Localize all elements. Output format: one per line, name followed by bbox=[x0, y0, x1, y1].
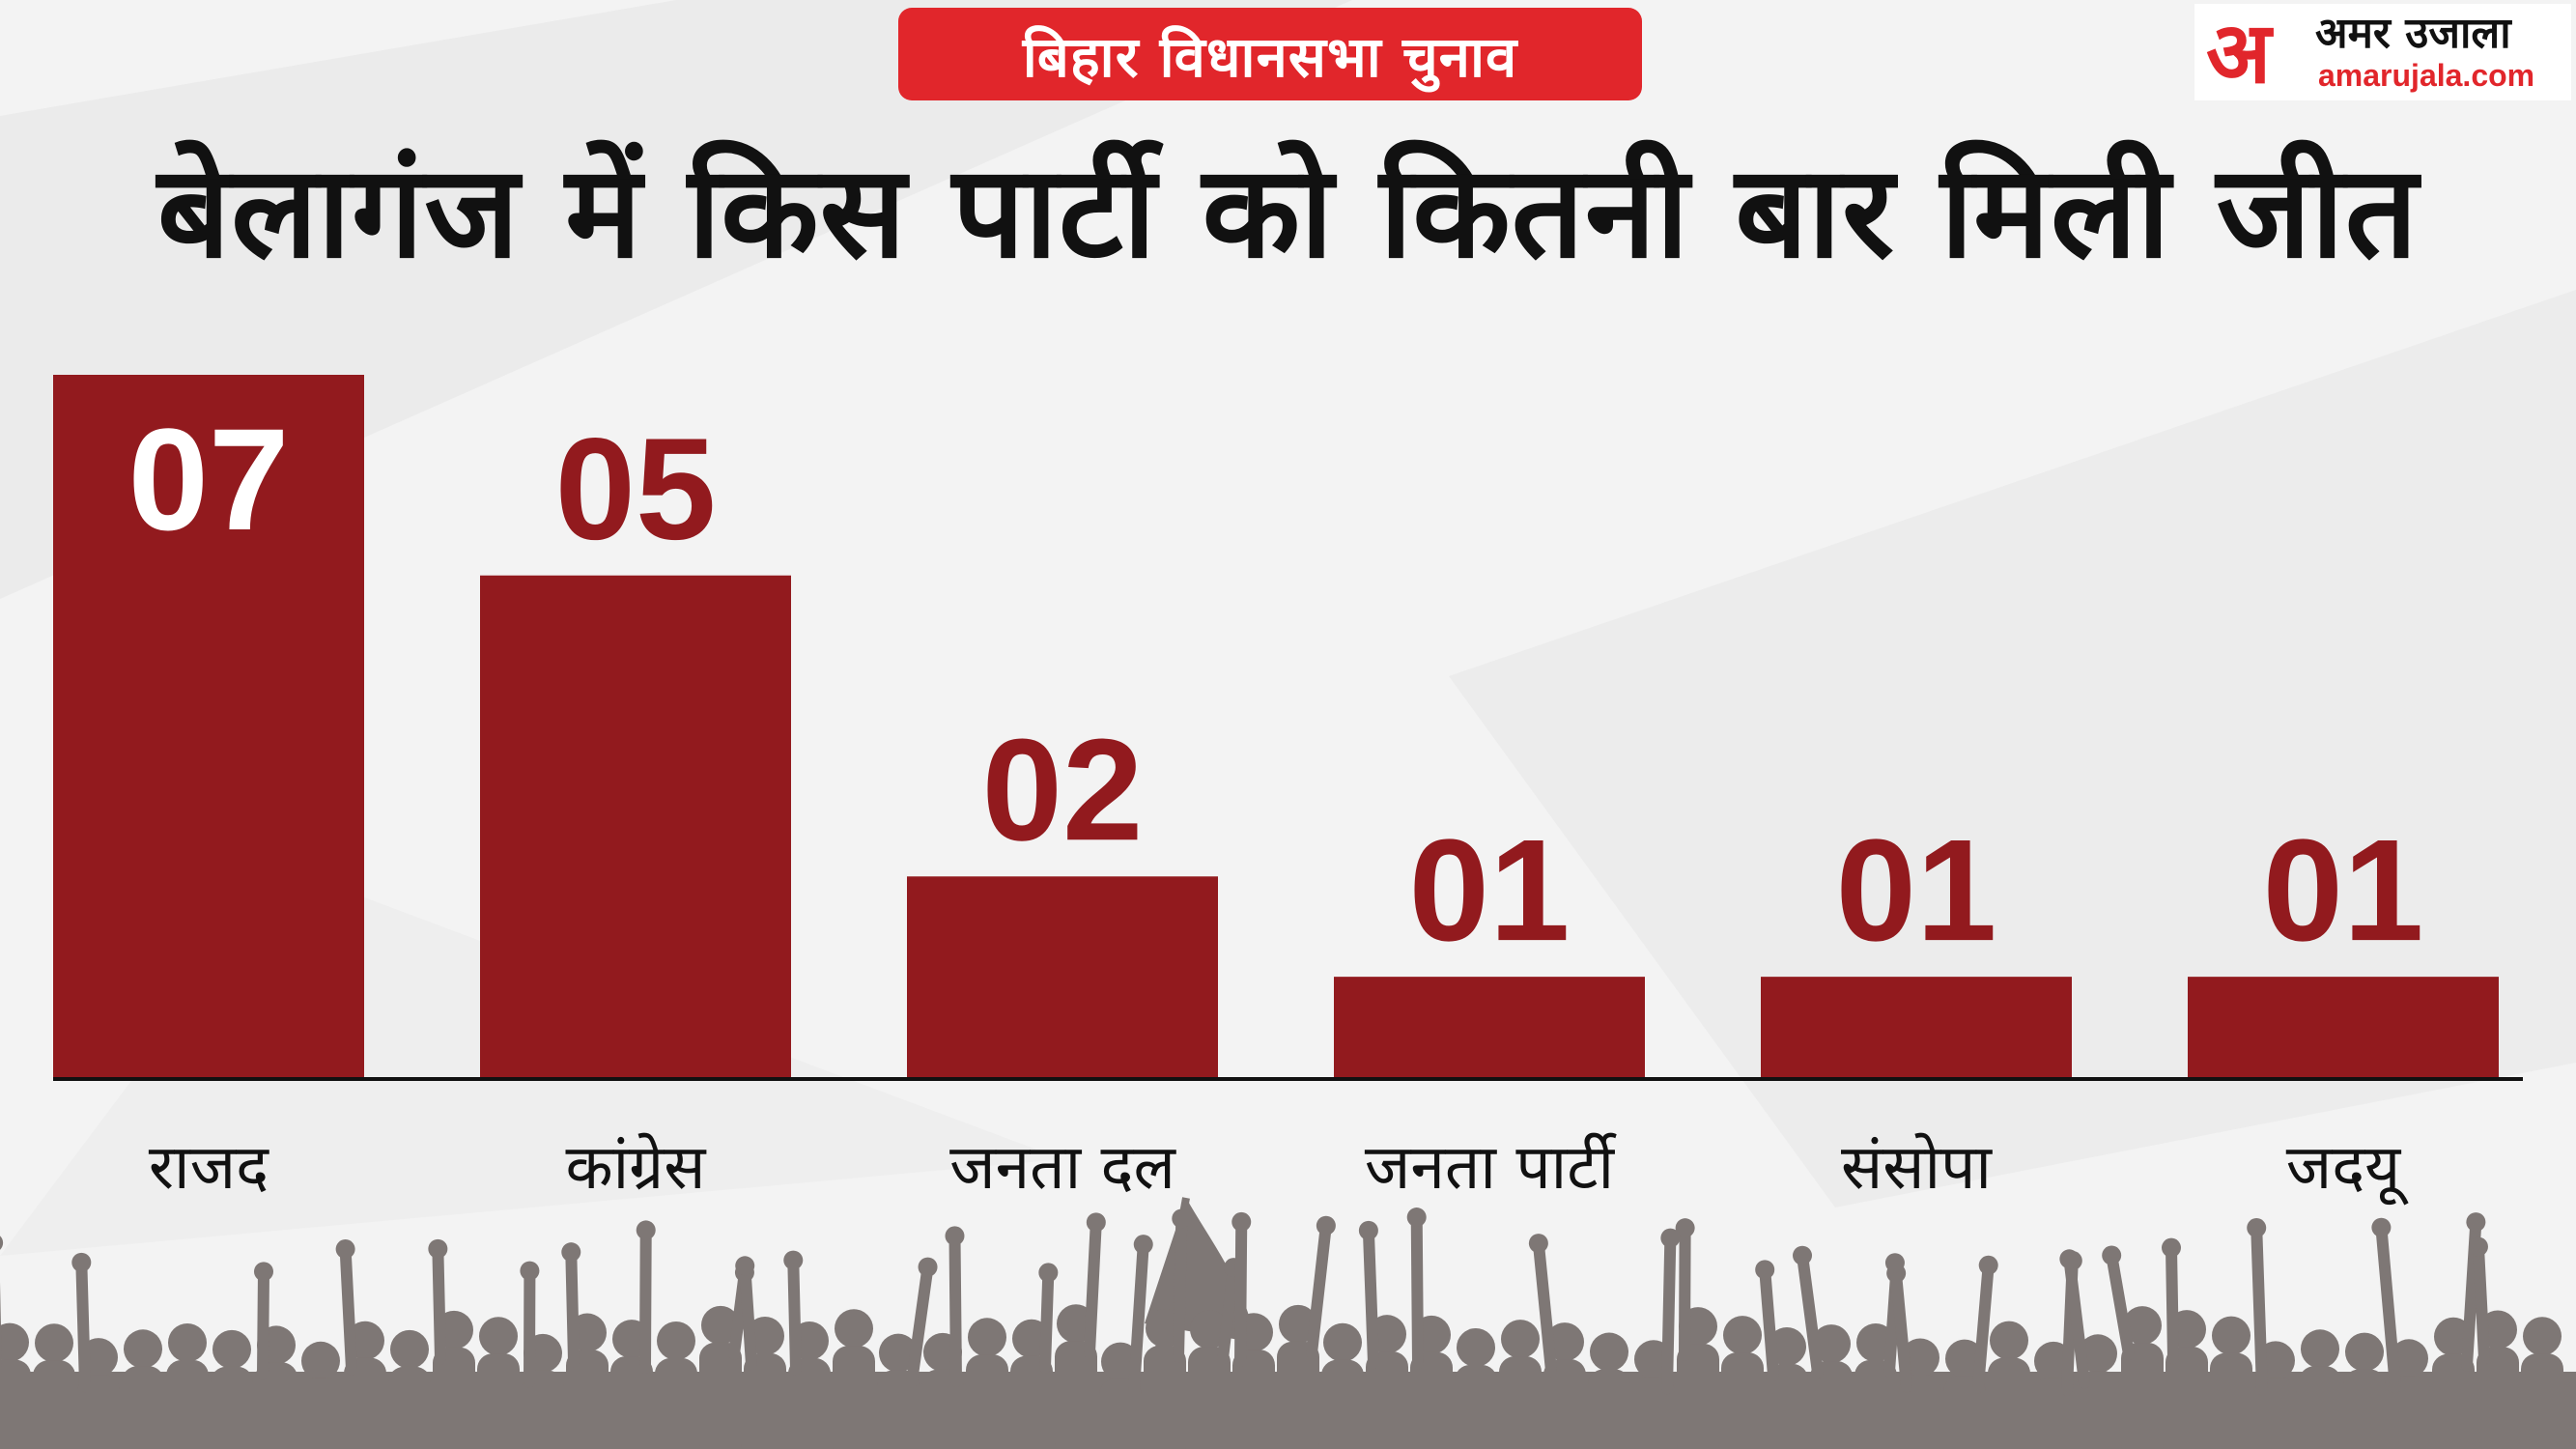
category-label-4: संसोपा bbox=[1841, 1132, 1993, 1204]
category-label-5: जदयू bbox=[2286, 1132, 2410, 1206]
category-label-0: राजद bbox=[149, 1132, 269, 1204]
brand-logo: अ अमर उजाला amarujala.com bbox=[2194, 4, 2571, 100]
value-label-1: 05 bbox=[555, 408, 717, 570]
bar-2 bbox=[907, 876, 1218, 1077]
bar-4 bbox=[1761, 977, 2072, 1077]
value-label-0: 07 bbox=[128, 398, 290, 560]
bar-5 bbox=[2188, 977, 2499, 1077]
bar-0 bbox=[53, 375, 364, 1077]
value-label-4: 01 bbox=[1836, 809, 1997, 971]
value-label-2: 02 bbox=[982, 708, 1144, 870]
category-label-2: जनता दल bbox=[949, 1132, 1176, 1204]
bar-3 bbox=[1334, 977, 1645, 1077]
value-label-5: 01 bbox=[2263, 809, 2424, 971]
logo-url: amarujala.com bbox=[2318, 58, 2535, 93]
category-label-3: जनता पार्टी bbox=[1365, 1132, 1618, 1204]
bar-1 bbox=[480, 575, 791, 1077]
section-badge: बिहार विधानसभा चुनाव bbox=[898, 8, 1642, 100]
category-label-1: कांग्रेस bbox=[565, 1132, 707, 1204]
value-label-3: 01 bbox=[1409, 809, 1571, 971]
crowd-silhouette bbox=[0, 1197, 2576, 1449]
crowd-figures bbox=[0, 1197, 2576, 1449]
chart-title: बेलागंज में किस पार्टी को कितनी बार मिली… bbox=[156, 138, 2420, 287]
logo-name: अमर उजाला bbox=[2315, 9, 2511, 58]
logo-mark-icon: अ bbox=[2206, 2, 2272, 102]
badge-text: बिहार विधानसभा चुनाव bbox=[1022, 23, 1518, 90]
